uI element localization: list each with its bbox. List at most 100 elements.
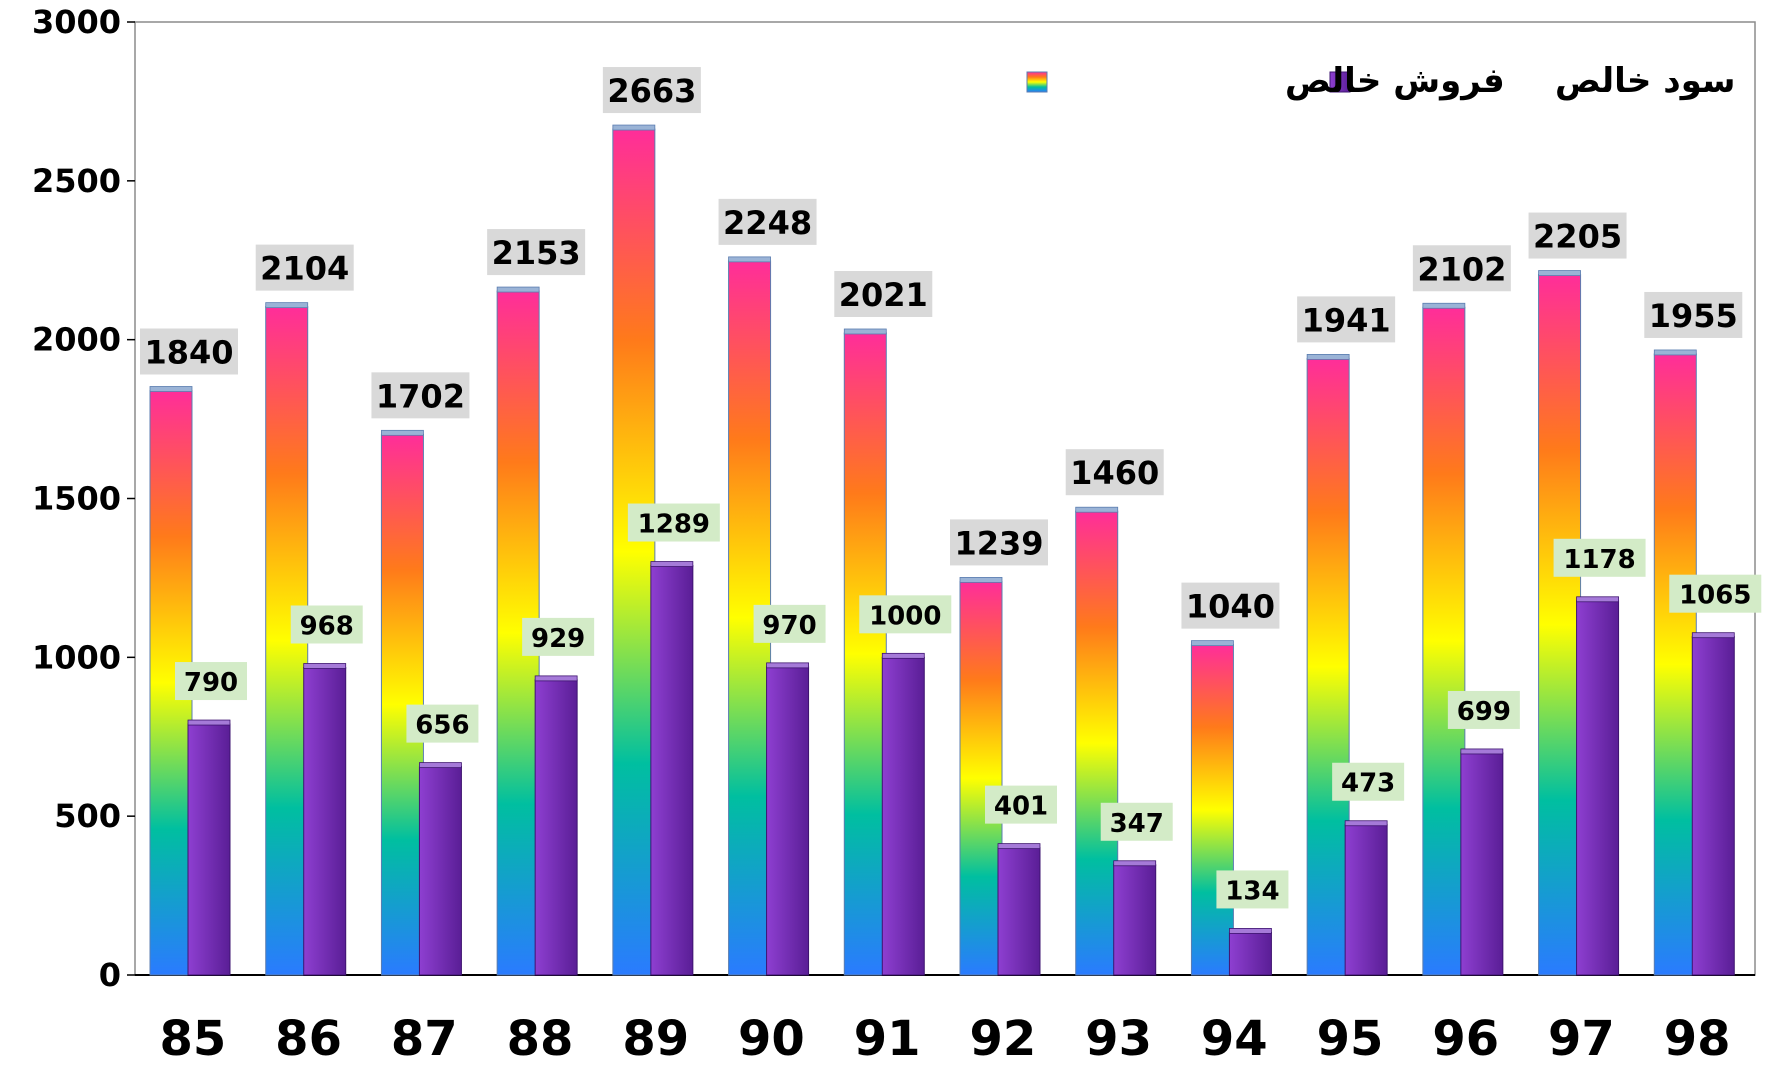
- profit-label-bg: [859, 595, 952, 634]
- profit-value-label: 347: [1110, 809, 1164, 839]
- bar-sales-98: [1653, 353, 1697, 976]
- bar-sales-cap: [1653, 349, 1697, 356]
- profit-value-label: 970: [762, 611, 816, 641]
- bar-sales-94: [1190, 644, 1234, 976]
- bar-sales-cap: [265, 302, 309, 309]
- profit-value-label: 1289: [638, 510, 710, 540]
- sales-label-bg: [1065, 449, 1164, 496]
- profit-label-bg: [406, 704, 479, 743]
- profit-label-bg: [627, 503, 720, 542]
- profit-label-bg: [522, 617, 595, 656]
- sales-value-label: 2021: [839, 276, 928, 314]
- bar-sales-cap: [1538, 270, 1581, 276]
- bar-profit-cap: [1344, 820, 1388, 827]
- sales-value-label: 1702: [376, 377, 465, 415]
- sales-label-bg: [1412, 245, 1511, 292]
- bar-sales-cap: [612, 124, 656, 131]
- sales-label-bg: [950, 519, 1048, 566]
- bar-sales-cap: [1191, 640, 1234, 647]
- bar-sales-95: [1306, 357, 1350, 976]
- bar-profit-cap: [187, 719, 231, 726]
- y-tick-label: 1000: [32, 638, 121, 676]
- profit-label-bg: [175, 662, 247, 701]
- data-labels: 1840 790 2104 968 1702 656 2153 929 2663 1289 2248…: [140, 67, 1762, 909]
- plot-frame: [134, 21, 1756, 976]
- bar-sales-91: [843, 332, 887, 976]
- y-tick-label: 3000: [32, 3, 121, 41]
- bar-sales-cap: [496, 286, 540, 293]
- bar-profit-cap: [881, 652, 925, 659]
- bar-sales-89: [612, 128, 656, 976]
- bar-sales-92: [959, 580, 1003, 976]
- sales-label-bg: [1181, 582, 1280, 629]
- bar-sales-93: [1075, 510, 1119, 976]
- legend-sales-label: فروش خالص: [1285, 61, 1505, 101]
- sales-label-bg: [371, 372, 470, 419]
- bar-profit-cap: [997, 843, 1041, 850]
- sales-value-label: 2248: [723, 204, 812, 242]
- x-tick-label: 97: [1548, 1011, 1615, 1063]
- bar-profit-93: [1113, 864, 1157, 976]
- legend-sales-swatch: [1026, 71, 1048, 93]
- profit-label-bg: [1553, 538, 1646, 577]
- y-tick-label: 500: [54, 797, 121, 835]
- profit-label-bg: [1447, 690, 1520, 729]
- bar-sales-cap: [1306, 354, 1350, 360]
- profit-label-bg: [1332, 762, 1405, 801]
- sales-value-label: 1239: [954, 524, 1043, 562]
- bar-profit-cap: [1229, 928, 1272, 934]
- profit-value-label: 699: [1457, 697, 1511, 727]
- y-tick-label: 1500: [32, 480, 121, 518]
- sales-value-label: 1040: [1186, 588, 1275, 626]
- bar-profit-cap: [303, 663, 347, 669]
- sales-label-bg: [1297, 296, 1396, 343]
- sales-value-label: 2205: [1533, 218, 1622, 256]
- x-tick-label: 95: [1317, 1011, 1384, 1063]
- bar-sales-cap: [149, 386, 193, 392]
- sales-value-label: 1955: [1649, 297, 1738, 335]
- bar-sales-96: [1422, 306, 1466, 976]
- sales-label-bg: [1644, 291, 1743, 338]
- profit-value-label: 1178: [1563, 545, 1635, 575]
- y-tick-label: 2000: [32, 321, 121, 359]
- profit-value-label: 968: [300, 611, 354, 641]
- x-tick-label: 91: [854, 1011, 921, 1063]
- sales-label-bg: [255, 244, 354, 291]
- bar-profit-cap: [534, 675, 578, 682]
- bar-sales-cap: [1075, 506, 1119, 513]
- legend-profit-swatch: [1329, 71, 1351, 93]
- x-tick-label: 87: [391, 1011, 458, 1063]
- y-tick-label: 0: [99, 956, 121, 994]
- bar-profit-cap: [766, 662, 809, 669]
- bar-profit-92: [997, 847, 1041, 976]
- bar-sales-cap: [1422, 302, 1466, 309]
- x-tick-label: 90: [738, 1011, 805, 1063]
- sales-label-bg: [1528, 212, 1627, 259]
- bar-profit-87: [418, 766, 462, 976]
- sales-label-bg: [602, 67, 701, 114]
- x-tick-label: 88: [507, 1011, 574, 1063]
- profit-value-label: 1065: [1679, 581, 1751, 611]
- bar-profit-85: [187, 723, 231, 976]
- profit-value-label: 134: [1225, 876, 1279, 906]
- bar-profit-94: [1228, 931, 1272, 976]
- x-tick-label: 92: [969, 1011, 1036, 1063]
- bar-profit-cap: [1691, 632, 1735, 639]
- bar-profit-90: [766, 666, 810, 976]
- bar-profit-98: [1691, 636, 1735, 976]
- sales-label-bg: [487, 229, 586, 276]
- bar-sales-cap: [381, 429, 424, 436]
- profit-value-label: 790: [184, 668, 238, 698]
- sales-value-label: 1460: [1070, 454, 1159, 492]
- bar-profit-91: [881, 656, 925, 976]
- x-tick-label: 96: [1432, 1011, 1499, 1063]
- profit-value-label: 929: [531, 624, 585, 654]
- sales-value-label: 1941: [1302, 301, 1391, 339]
- x-tick-label: 98: [1664, 1011, 1731, 1063]
- bar-profit-96: [1460, 752, 1504, 976]
- sales-value-label: 2153: [492, 234, 581, 272]
- profit-label-bg: [1216, 870, 1289, 909]
- sales-value-label: 2102: [1417, 250, 1506, 288]
- bar-profit-88: [534, 679, 578, 976]
